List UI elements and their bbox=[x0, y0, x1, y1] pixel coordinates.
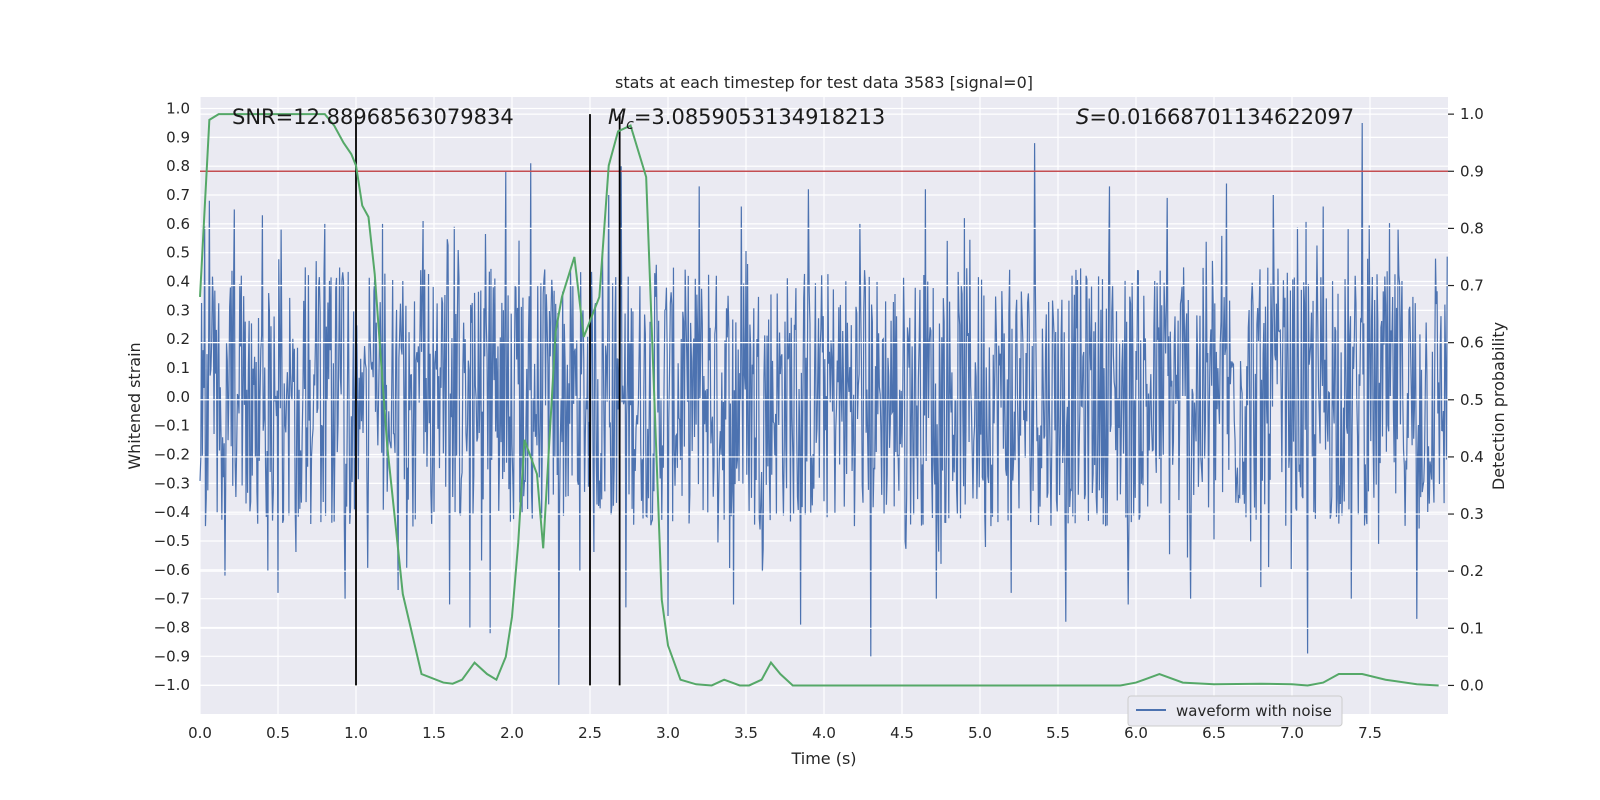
waveform-layer bbox=[199, 122, 1448, 686]
s-symbol: S bbox=[1076, 105, 1089, 129]
x-tick-label: 6.5 bbox=[1202, 724, 1226, 742]
y-right-axis-ticks: 1.0 0.9 0.8 0.7 0.6 0.5 0.4 0.3 0.2 0.1 0.0 bbox=[1448, 105, 1484, 694]
legend-label: waveform with noise bbox=[1176, 702, 1332, 720]
y-left-tick-label: −0.3 bbox=[154, 474, 190, 492]
y-right-axis-label: Detection probability bbox=[1489, 322, 1508, 490]
y-right-tick-label: 0.6 bbox=[1460, 334, 1484, 352]
x-tick-label: 5.5 bbox=[1046, 724, 1070, 742]
overlay-grid bbox=[200, 113, 1448, 687]
y-right-tick-label: 0.8 bbox=[1460, 219, 1484, 237]
x-tick-label: 0.5 bbox=[266, 724, 290, 742]
y-right-tick-label: 0.7 bbox=[1460, 277, 1484, 295]
y-left-tick-label: −1.0 bbox=[154, 676, 190, 694]
x-tick-label: 7.0 bbox=[1280, 724, 1304, 742]
y-right-tick-label: 0.4 bbox=[1460, 448, 1484, 466]
y-left-tick-label: −0.6 bbox=[154, 561, 190, 579]
x-axis-label: Time (s) bbox=[790, 749, 856, 768]
y-left-tick-label: 0.0 bbox=[166, 388, 190, 406]
y-right-tick-label: 0.9 bbox=[1460, 162, 1484, 180]
s-value: =0.01668701134622097 bbox=[1089, 105, 1354, 129]
mc-value: =3.0859053134918213 bbox=[634, 105, 885, 129]
y-left-tick-label: −0.7 bbox=[154, 590, 190, 608]
y-right-tick-label: 0.5 bbox=[1460, 391, 1484, 409]
y-left-tick-label: −0.1 bbox=[154, 417, 190, 435]
x-tick-label: 3.0 bbox=[656, 724, 680, 742]
y-left-axis-ticks: 1.0 0.9 0.8 0.7 0.6 0.5 0.4 0.3 0.2 0.1 0.0 −0.1 −0.… bbox=[154, 100, 190, 695]
vertical-markers bbox=[355, 114, 621, 686]
chart-title: stats at each timestep for test data 358… bbox=[615, 73, 1033, 92]
y-left-tick-label: 0.9 bbox=[166, 128, 190, 146]
y-right-tick-label: 0.2 bbox=[1460, 562, 1484, 580]
y-left-tick-label: −0.4 bbox=[154, 503, 190, 521]
y-left-tick-label: 0.4 bbox=[166, 273, 190, 291]
y-right-tick-label: 0.0 bbox=[1460, 676, 1484, 694]
y-left-tick-label: −0.9 bbox=[154, 647, 190, 665]
x-axis-ticks: 0.0 0.5 1.0 1.5 2.0 2.5 3.0 3.5 4.0 4.5 5.0 5.5 6.0 6… bbox=[188, 724, 1382, 742]
y-left-tick-label: 0.7 bbox=[166, 186, 190, 204]
s-annotation: S=0.01668701134622097 bbox=[1076, 105, 1354, 129]
y-left-tick-label: 0.6 bbox=[166, 215, 190, 233]
y-left-tick-label: −0.8 bbox=[154, 619, 190, 637]
x-tick-label: 4.0 bbox=[812, 724, 836, 742]
x-tick-label: 3.5 bbox=[734, 724, 758, 742]
x-tick-label: 6.0 bbox=[1124, 724, 1148, 742]
x-tick-label: 0.0 bbox=[188, 724, 212, 742]
x-tick-label: 7.5 bbox=[1358, 724, 1382, 742]
mc-subscript: c bbox=[626, 117, 634, 133]
chirp-mass-annotation: Mc=3.0859053134918213 bbox=[608, 105, 885, 133]
x-tick-label: 5.0 bbox=[968, 724, 992, 742]
detection-probability-line bbox=[199, 113, 1439, 687]
x-tick-label: 1.0 bbox=[344, 724, 368, 742]
y-left-axis-label: Whitened strain bbox=[125, 342, 144, 469]
y-left-tick-label: −0.2 bbox=[154, 446, 190, 464]
mc-symbol: M bbox=[608, 105, 626, 129]
y-left-tick-label: 0.3 bbox=[166, 301, 190, 319]
legend-box bbox=[1127, 695, 1343, 727]
y-right-tick-label: 1.0 bbox=[1460, 105, 1484, 123]
y-left-tick-label: −0.5 bbox=[154, 532, 190, 550]
y-left-tick-label: 0.1 bbox=[166, 359, 190, 377]
y-left-tick-label: 0.8 bbox=[166, 157, 190, 175]
x-tick-label: 2.0 bbox=[500, 724, 524, 742]
legend: waveform with noise bbox=[1127, 695, 1343, 727]
y-right-tick-label: 0.1 bbox=[1460, 619, 1484, 637]
snr-annotation: SNR=12.88968563079834 bbox=[232, 105, 514, 129]
waveform-line bbox=[199, 122, 1448, 686]
x-tick-label: 1.5 bbox=[422, 724, 446, 742]
x-tick-label: 2.5 bbox=[578, 724, 602, 742]
y-right-tick-label: 0.3 bbox=[1460, 505, 1484, 523]
x-tick-label: 4.5 bbox=[890, 724, 914, 742]
y-left-tick-label: 0.5 bbox=[166, 244, 190, 262]
y-left-tick-label: 1.0 bbox=[166, 100, 190, 118]
y-left-tick-label: 0.2 bbox=[166, 330, 190, 348]
